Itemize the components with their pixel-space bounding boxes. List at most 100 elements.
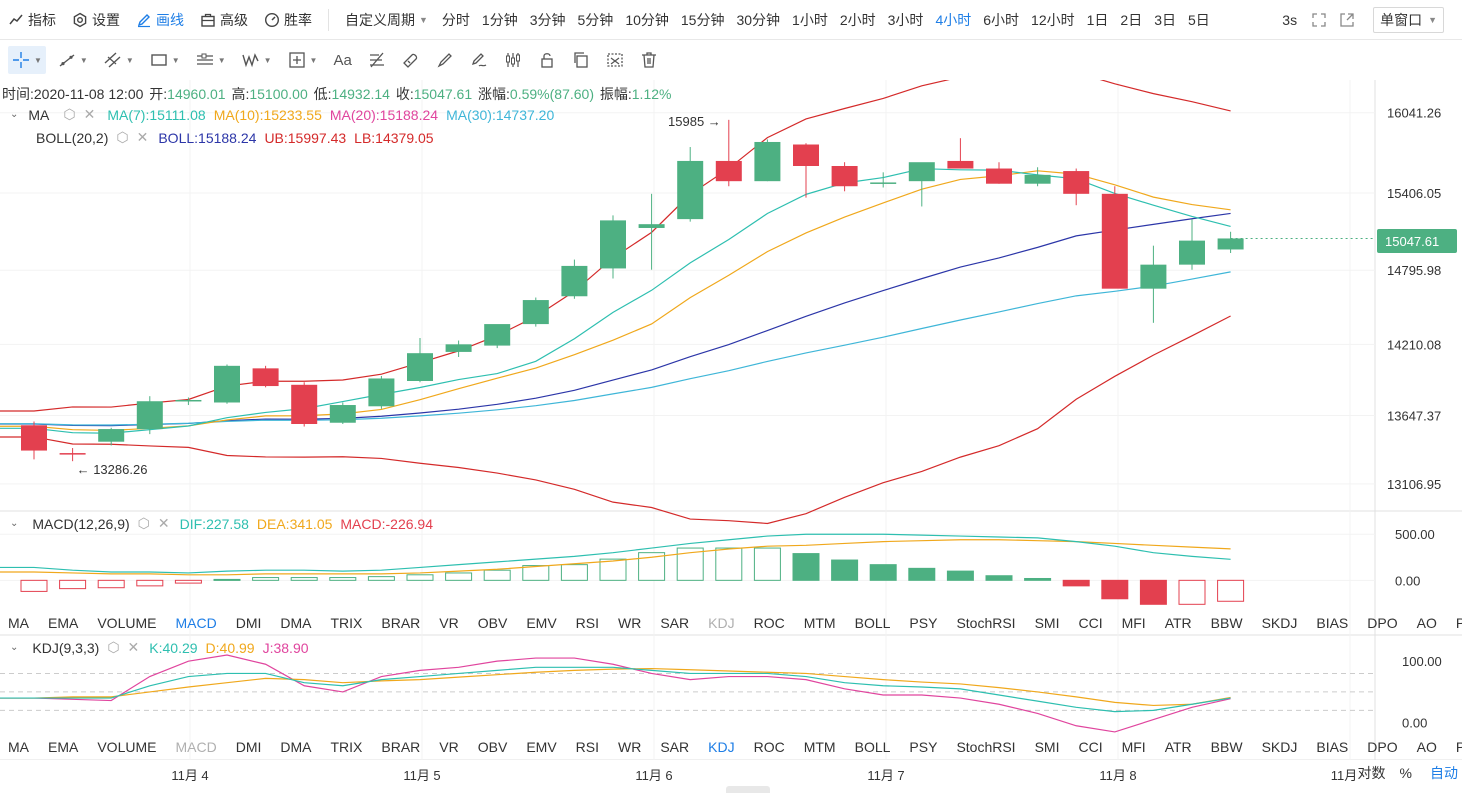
log-scale-toggle[interactable]: 对数	[1357, 765, 1386, 781]
measure-tool[interactable]: ▼	[284, 46, 322, 74]
indicator-tab-cci[interactable]: CCI	[1078, 739, 1103, 755]
crosshair-tool[interactable]: ▼	[8, 46, 46, 74]
indicator-tab-position[interactable]: Position	[1455, 615, 1462, 631]
close-icon[interactable]: ✕	[127, 639, 140, 655]
indicator-tab-stochrsi[interactable]: StochRSI	[956, 739, 1016, 755]
indicator-tab-boll[interactable]: BOLL	[854, 615, 891, 631]
chevron-down-icon[interactable]: ⌄	[10, 518, 19, 529]
indicator-tab-ema[interactable]: EMA	[48, 739, 79, 755]
indicator-tab-bias[interactable]: BIAS	[1316, 615, 1349, 631]
period-8[interactable]: 2小时	[839, 11, 876, 28]
indicator-tab-trix[interactable]: TRIX	[330, 739, 363, 755]
indicator-tab-bias[interactable]: BIAS	[1316, 739, 1349, 755]
indicator-tab-sar[interactable]: SAR	[660, 615, 690, 631]
kline-chart[interactable]: 16041.26 15406.05 14795.98 14210.08 13647.37…	[0, 80, 1462, 760]
indicator-tab-brar[interactable]: BRAR	[381, 739, 421, 755]
candle-tool[interactable]	[500, 46, 526, 74]
period-11[interactable]: 6小时	[983, 11, 1020, 28]
indicator-tab-atr[interactable]: ATR	[1164, 615, 1192, 631]
period-6[interactable]: 30分钟	[736, 11, 781, 28]
indicator-tab-macd[interactable]: MACD	[175, 739, 217, 755]
indicator-tab-volume[interactable]: VOLUME	[97, 615, 157, 631]
indicator-tab-macd[interactable]: MACD	[175, 615, 217, 631]
pencil-tool[interactable]	[466, 46, 492, 74]
period-0[interactable]: 分时	[441, 11, 470, 28]
close-icon[interactable]: ✕	[157, 515, 170, 531]
indicator-tab-brar[interactable]: BRAR	[381, 615, 421, 631]
text-tool[interactable]: Aa	[329, 46, 355, 74]
indicator-tab-emv[interactable]: EMV	[526, 615, 557, 631]
popout-icon[interactable]	[1339, 12, 1355, 28]
trash-tool[interactable]	[636, 46, 662, 74]
period-13[interactable]: 1日	[1086, 11, 1109, 28]
indicator-tab-sar[interactable]: SAR	[660, 739, 690, 755]
indicator-tab-psy[interactable]: PSY	[909, 615, 938, 631]
indicator-tab-mtm[interactable]: MTM	[803, 615, 836, 631]
indicator-tab-wr[interactable]: WR	[618, 739, 642, 755]
gear-icon[interactable]: ⬡	[107, 639, 120, 655]
winrate-button[interactable]: 胜率	[256, 10, 320, 30]
indicator-tab-smi[interactable]: SMI	[1034, 615, 1060, 631]
gear-icon[interactable]: ⬡	[63, 106, 76, 122]
advanced-button[interactable]: 高级	[192, 10, 256, 30]
indicator-tab-stochrsi[interactable]: StochRSI	[956, 615, 1016, 631]
indicator-tab-ao[interactable]: AO	[1416, 739, 1437, 755]
fib-tool[interactable]	[364, 46, 390, 74]
magnet-tool[interactable]	[398, 46, 424, 74]
indicator-tab-dma[interactable]: DMA	[280, 739, 312, 755]
period-5[interactable]: 15分钟	[680, 11, 725, 28]
indicator-tab-smi[interactable]: SMI	[1034, 739, 1060, 755]
indicator-tab-dma[interactable]: DMA	[280, 615, 312, 631]
indicator-tab-position[interactable]: Position	[1455, 739, 1462, 755]
indicator-tab-mfi[interactable]: MFI	[1121, 739, 1146, 755]
percent-scale-toggle[interactable]: %	[1399, 765, 1412, 781]
indicator-tab-mfi[interactable]: MFI	[1121, 615, 1146, 631]
gear-icon[interactable]: ⬡	[116, 129, 129, 145]
scroll-handle[interactable]	[726, 786, 770, 793]
wave-tool[interactable]: ▼	[238, 46, 276, 74]
indicator-tab-rsi[interactable]: RSI	[575, 739, 600, 755]
chevron-down-icon[interactable]: ⌄	[10, 109, 19, 120]
settings-button[interactable]: 设置	[64, 10, 128, 30]
indicator-tab-ma[interactable]: MA	[8, 739, 29, 755]
indicator-tab-psy[interactable]: PSY	[909, 739, 938, 755]
indicator-tab-wr[interactable]: WR	[618, 615, 642, 631]
indicator-tab-dpo[interactable]: DPO	[1367, 615, 1398, 631]
hide-tool[interactable]	[602, 46, 628, 74]
indicator-tab-emv[interactable]: EMV	[526, 739, 557, 755]
rectangle-tool[interactable]: ▼	[146, 46, 184, 74]
lock-tool[interactable]	[534, 46, 560, 74]
indicator-tab-ema[interactable]: EMA	[48, 615, 79, 631]
fullscreen-icon[interactable]	[1311, 12, 1327, 28]
horizontal-lines-tool[interactable]: ▼	[192, 46, 230, 74]
indicator-tab-mtm[interactable]: MTM	[803, 739, 836, 755]
indicator-tab-atr[interactable]: ATR	[1164, 739, 1192, 755]
period-14[interactable]: 2日	[1120, 11, 1143, 28]
indicator-tab-bbw[interactable]: BBW	[1210, 615, 1243, 631]
period-15[interactable]: 3日	[1154, 11, 1176, 28]
custom-period-dropdown[interactable]: 自定义周期 ▼	[337, 10, 436, 30]
indicator-tab-skdj[interactable]: SKDJ	[1261, 615, 1298, 631]
indicator-tab-trix[interactable]: TRIX	[330, 615, 363, 631]
chevron-down-icon[interactable]: ⌄	[10, 642, 19, 653]
indicator-tab-cci[interactable]: CCI	[1078, 615, 1103, 631]
indicator-tab-ma[interactable]: MA	[8, 615, 29, 631]
copy-tool[interactable]	[568, 46, 594, 74]
indicator-tab-skdj[interactable]: SKDJ	[1261, 739, 1298, 755]
indicator-tab-dmi[interactable]: DMI	[235, 615, 262, 631]
indicator-tab-obv[interactable]: OBV	[477, 615, 508, 631]
indicator-tab-vr[interactable]: VR	[439, 739, 459, 755]
gear-icon[interactable]: ⬡	[137, 515, 150, 531]
draw-button[interactable]: 画线	[128, 10, 192, 30]
indicator-tab-dmi[interactable]: DMI	[235, 739, 262, 755]
period-2[interactable]: 3分钟	[529, 11, 566, 28]
indicator-tab-roc[interactable]: ROC	[753, 615, 785, 631]
indicator-tab-vr[interactable]: VR	[439, 615, 459, 631]
close-icon[interactable]: ✕	[136, 129, 149, 145]
indicator-tab-volume[interactable]: VOLUME	[97, 739, 157, 755]
period-4[interactable]: 10分钟	[625, 11, 669, 28]
indicator-tab-dpo[interactable]: DPO	[1367, 739, 1398, 755]
indicator-tab-bbw[interactable]: BBW	[1210, 739, 1243, 755]
trendline-tool[interactable]: ▼	[54, 46, 92, 74]
period-12[interactable]: 12小时	[1031, 11, 1075, 28]
